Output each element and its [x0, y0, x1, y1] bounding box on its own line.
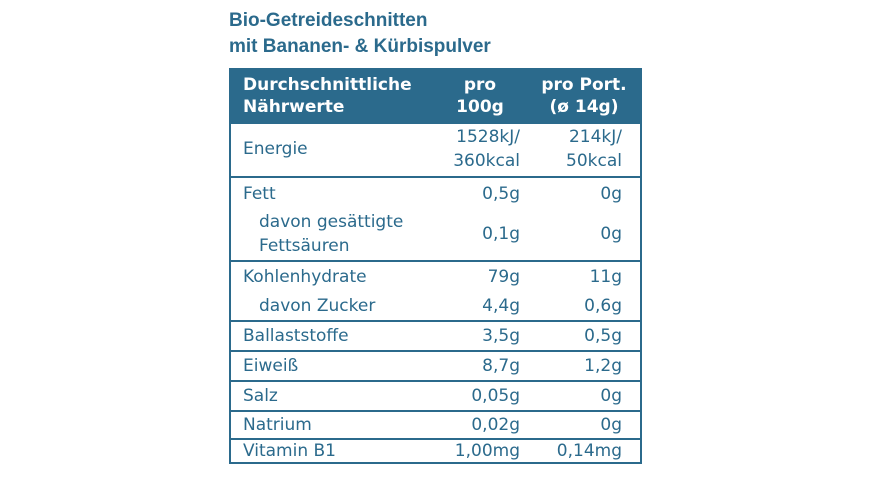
table-row: Ballaststoffe 3,5g 0,5g — [231, 320, 640, 350]
row-value-portion: 214kJ/ 50kcal — [566, 125, 622, 173]
table-row: Kohlenhydrate 79g 11g davon Zucker 4,4g … — [231, 260, 640, 320]
table-row: Natrium 0,02g 0g — [231, 410, 640, 438]
table-header: Durchschnittliche Nährwerte pro 100g pro… — [231, 70, 640, 122]
row-value-portion: 0g — [600, 386, 622, 406]
title-line-1: Bio-Getreideschnitten — [229, 10, 428, 31]
sat-fat-label-line-1: davon gesättigte — [259, 212, 404, 232]
energy-kcal-100g: 360kcal — [453, 151, 520, 171]
row-value-100g: 0,05g — [471, 386, 520, 406]
row-label: Natrium — [243, 415, 312, 435]
row-label: Fett — [243, 184, 276, 204]
header-per-portion-line-1: pro Port. — [541, 75, 627, 95]
header-nutrients: Durchschnittliche Nährwerte — [243, 74, 412, 118]
table-row: Fett 0,5g 0g davon gesättigte Fettsäuren… — [231, 176, 640, 260]
row-value-portion: 0,14mg — [556, 441, 622, 461]
energy-kj-100g: 1528kJ/ — [456, 127, 520, 147]
row-value-100g: 8,7g — [482, 356, 520, 376]
row-label: Kohlenhydrate — [243, 267, 367, 287]
energy-kcal-portion: 50kcal — [566, 151, 622, 171]
table-row: Vitamin B1 1,00mg 0,14mg — [231, 438, 640, 462]
row-value-portion: 0g — [600, 184, 622, 204]
table-row: Salz 0,05g 0g — [231, 380, 640, 410]
row-value-100g: 0,5g — [482, 184, 520, 204]
header-per-portion-line-2: (ø 14g) — [549, 97, 619, 117]
row-value-100g: 1,00mg — [454, 441, 520, 461]
nutrition-table: Durchschnittliche Nährwerte pro 100g pro… — [229, 68, 642, 464]
header-nutrients-line-1: Durchschnittliche — [243, 75, 412, 95]
row-value-portion: 11g — [589, 267, 622, 287]
header-nutrients-line-2: Nährwerte — [243, 97, 345, 117]
row-value-portion: 0g — [600, 224, 622, 244]
sat-fat-label-line-2: Fettsäuren — [259, 236, 350, 256]
row-value-portion: 1,2g — [584, 356, 622, 376]
row-value-100g: 4,4g — [482, 296, 520, 316]
row-value-portion: 0,6g — [584, 296, 622, 316]
row-value-100g: 0,1g — [482, 224, 520, 244]
row-label: Eiweiß — [243, 356, 299, 376]
row-label: Vitamin B1 — [243, 441, 337, 461]
row-value-100g: 1528kJ/ 360kcal — [453, 125, 520, 173]
row-value-portion: 0,5g — [584, 326, 622, 346]
header-per-100g: pro 100g — [440, 74, 520, 118]
row-value-portion: 0g — [600, 415, 622, 435]
header-per-100g-line-1: pro — [463, 75, 497, 95]
row-value-100g: 3,5g — [482, 326, 520, 346]
table-row: Eiweiß 8,7g 1,2g — [231, 350, 640, 380]
row-label-sub: davon Zucker — [259, 296, 376, 316]
row-label: Ballaststoffe — [243, 326, 349, 346]
title-line-2: mit Bananen- & Kürbispulver — [229, 36, 491, 57]
row-value-100g: 79g — [487, 267, 520, 287]
product-title: Bio-Getreideschnitten mit Bananen- & Kür… — [229, 8, 491, 60]
row-label-sub: davon gesättigte Fettsäuren — [259, 210, 403, 258]
row-label: Salz — [243, 386, 278, 406]
energy-kj-portion: 214kJ/ — [568, 127, 622, 147]
table-row: Energie 1528kJ/ 360kcal 214kJ/ 50kcal — [231, 122, 640, 176]
header-per-portion: pro Port. (ø 14g) — [534, 74, 634, 118]
row-value-100g: 0,02g — [471, 415, 520, 435]
header-per-100g-line-2: 100g — [456, 97, 504, 117]
row-label: Energie — [243, 139, 308, 159]
